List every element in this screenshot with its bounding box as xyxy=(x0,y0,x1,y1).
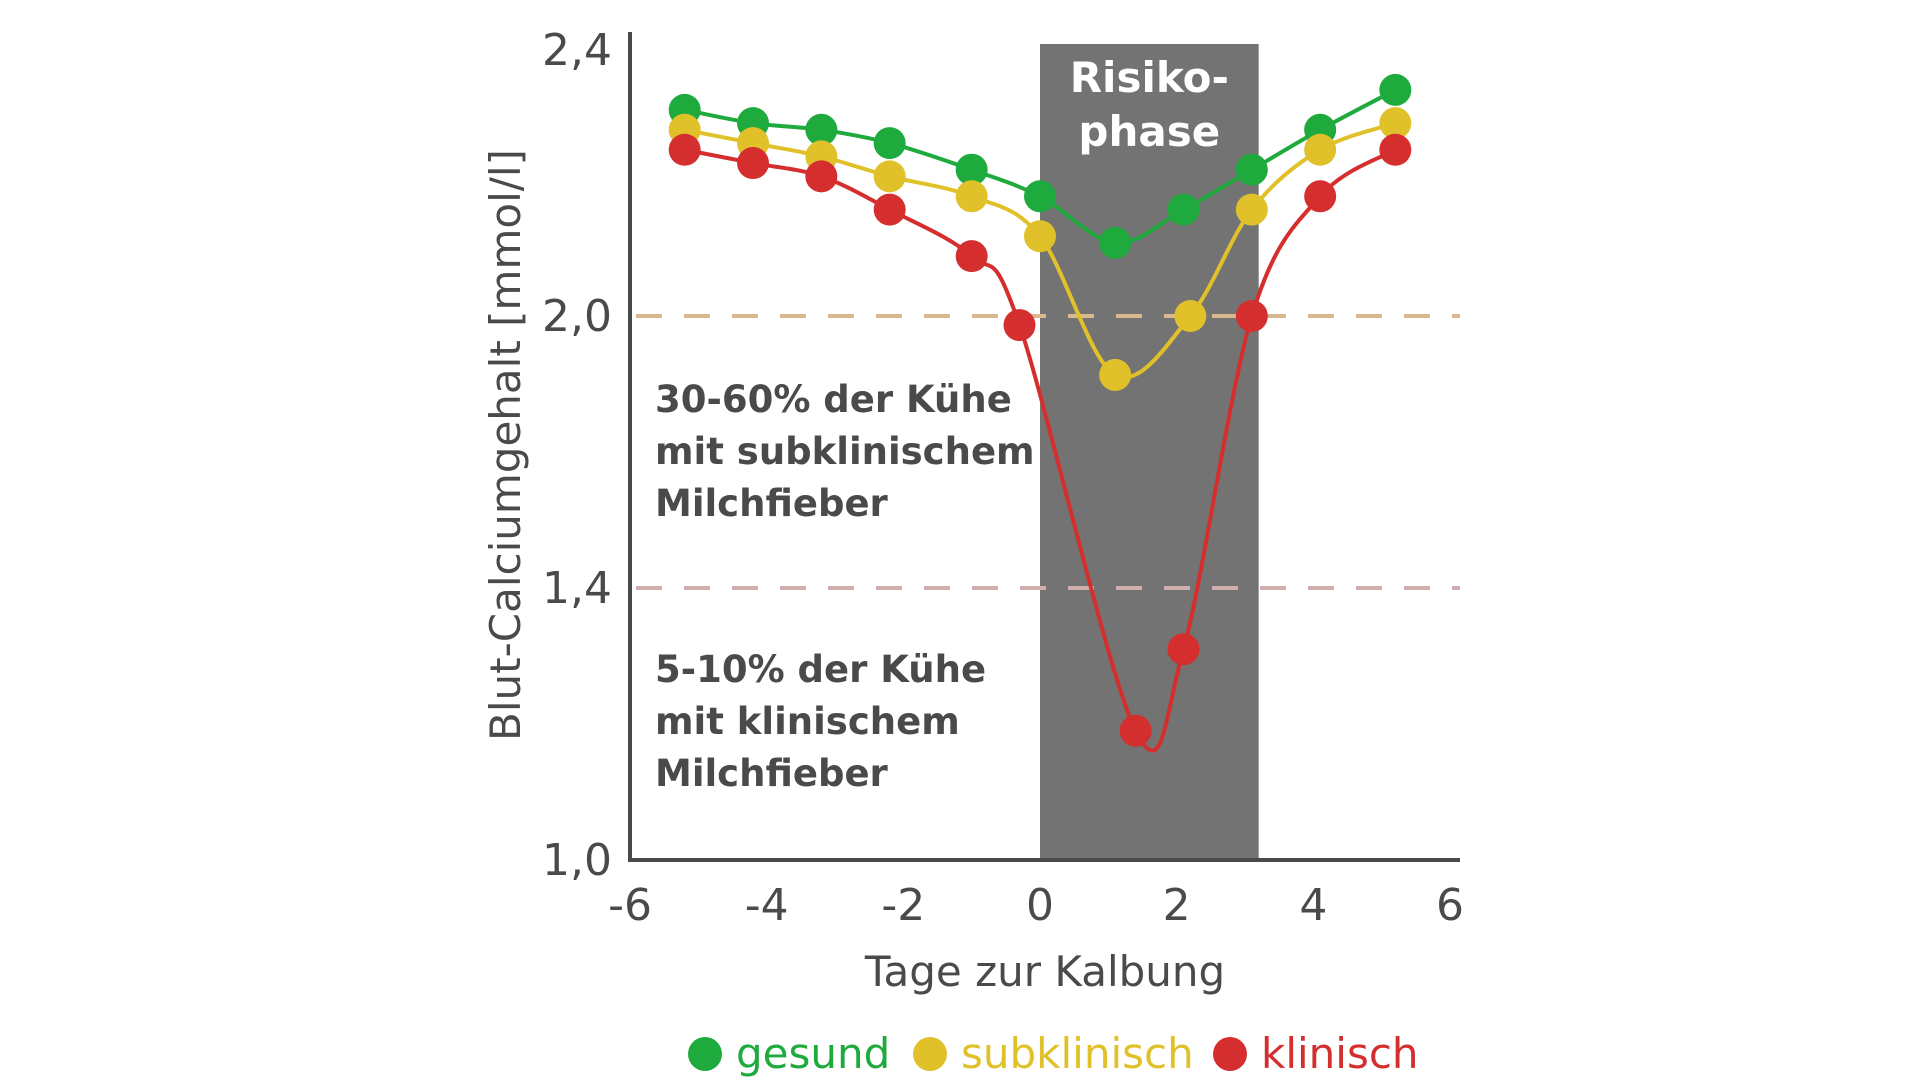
data-point-gesund xyxy=(1167,193,1200,226)
data-point-subklinisch xyxy=(955,180,988,213)
annotation-text: 30-60% der Kühe xyxy=(655,378,1012,421)
data-point-gesund xyxy=(873,127,906,160)
data-point-gesund xyxy=(805,113,838,146)
x-tick-label: 6 xyxy=(1436,880,1464,931)
risk-phase-label: Risiko- xyxy=(1070,53,1229,102)
data-point-subklinisch xyxy=(1379,107,1412,140)
data-point-klinisch xyxy=(1379,133,1412,166)
data-point-gesund xyxy=(1024,180,1056,213)
legend-label-klinisch: klinisch xyxy=(1261,1029,1419,1078)
x-tick-label: -2 xyxy=(881,880,925,931)
annotation-text: Milchfieber xyxy=(655,482,889,525)
annotation-text: mit klinischem xyxy=(655,700,960,743)
data-point-subklinisch xyxy=(1174,300,1207,332)
annotation-text: Milchfieber xyxy=(655,752,889,795)
y-tick-label: 1,0 xyxy=(542,835,612,886)
legend-marker-gesund xyxy=(688,1037,722,1071)
data-point-klinisch xyxy=(1003,309,1036,342)
legend-marker-klinisch xyxy=(1213,1037,1247,1071)
annotation-text: 5-10% der Kühe xyxy=(655,648,986,691)
annotation-text: mit subklinischem xyxy=(655,430,1035,473)
x-tick-label: 0 xyxy=(1026,880,1054,931)
x-tick-label: -6 xyxy=(608,880,652,931)
data-point-klinisch xyxy=(1119,714,1152,747)
x-axis-title: Tage zur Kalbung xyxy=(864,947,1225,996)
data-point-gesund xyxy=(1099,226,1132,259)
data-point-subklinisch xyxy=(1235,193,1268,226)
y-tick-label: 2,0 xyxy=(542,291,612,342)
data-point-gesund xyxy=(1235,153,1268,186)
data-point-klinisch xyxy=(955,240,988,273)
x-tick-label: 4 xyxy=(1299,880,1327,931)
data-point-gesund xyxy=(955,153,988,186)
data-point-klinisch xyxy=(1304,180,1337,213)
y-tick-label: 1,4 xyxy=(542,563,612,614)
data-point-subklinisch xyxy=(873,160,906,193)
legend-label-subklinisch: subklinisch xyxy=(961,1029,1194,1078)
y-axis-title: Blut-Calciumgehalt [mmol/l] xyxy=(481,149,530,741)
data-point-klinisch xyxy=(668,133,701,166)
data-point-klinisch xyxy=(805,160,838,193)
data-point-subklinisch xyxy=(1099,358,1132,391)
data-point-gesund xyxy=(1379,73,1412,106)
x-tick-label: -4 xyxy=(745,880,789,931)
data-point-klinisch xyxy=(737,147,769,180)
y-tick-label: 2,4 xyxy=(542,25,612,76)
legend-marker-subklinisch xyxy=(913,1037,947,1071)
data-point-klinisch xyxy=(1235,300,1268,332)
risk-phase-label: phase xyxy=(1078,107,1220,156)
x-tick-label: 2 xyxy=(1163,880,1191,931)
data-point-subklinisch xyxy=(1304,133,1337,166)
data-point-subklinisch xyxy=(1024,220,1056,253)
data-point-klinisch xyxy=(873,193,906,226)
data-point-klinisch xyxy=(1167,633,1200,666)
legend-label-gesund: gesund xyxy=(736,1029,890,1078)
